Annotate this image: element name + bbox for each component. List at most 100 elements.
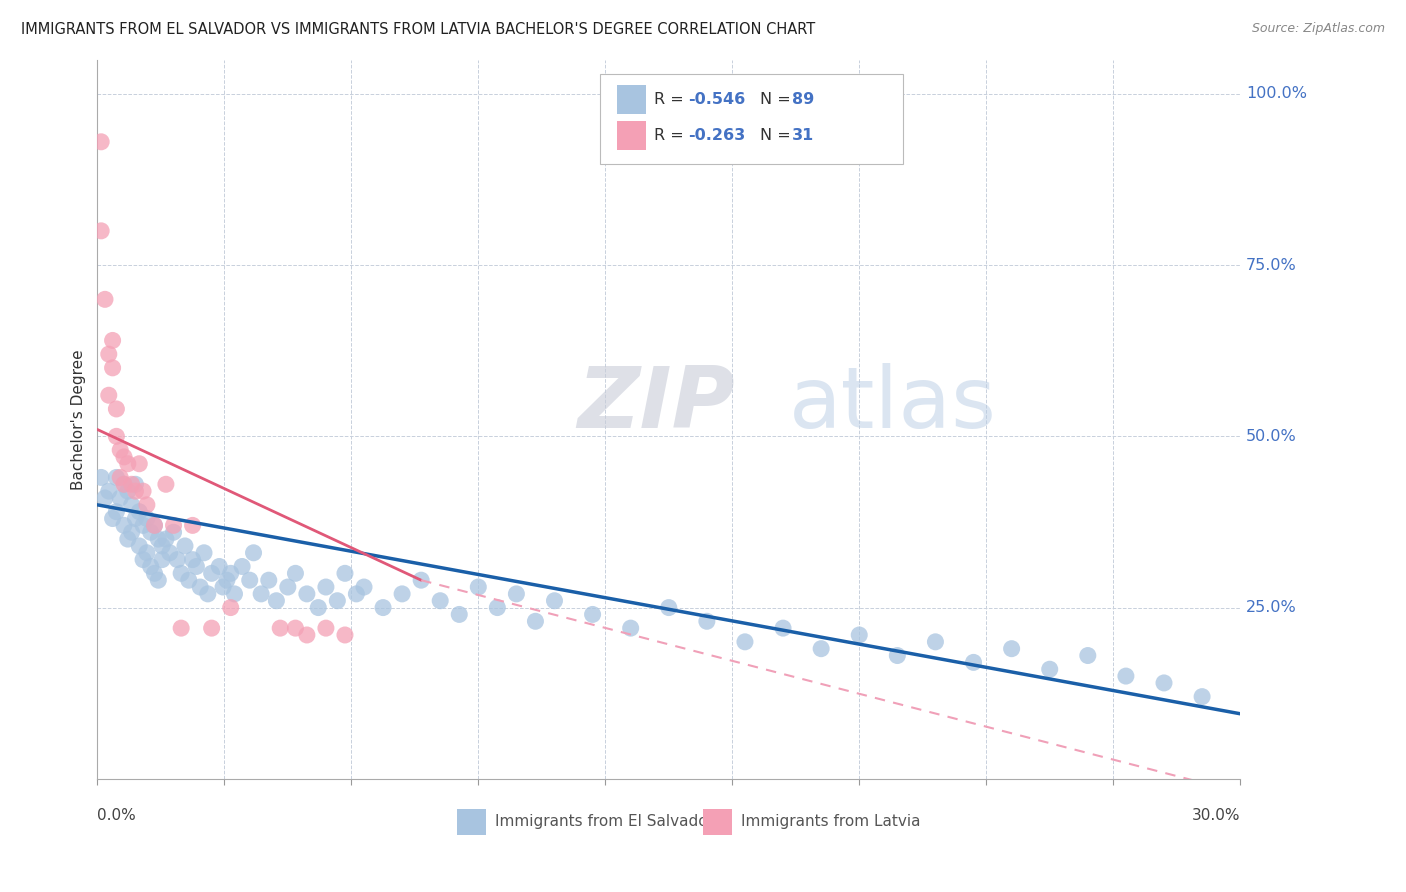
Point	[132, 552, 155, 566]
Text: -0.263: -0.263	[688, 128, 745, 143]
Point	[772, 621, 794, 635]
Point	[108, 491, 131, 505]
Point	[101, 511, 124, 525]
Point	[94, 293, 117, 307]
Point	[277, 580, 299, 594]
Point	[162, 525, 184, 540]
Point	[284, 566, 307, 581]
Point	[101, 334, 124, 348]
Point	[1115, 669, 1137, 683]
Point	[315, 580, 337, 594]
Text: Immigrants from El Salvador: Immigrants from El Salvador	[495, 814, 714, 830]
Point	[132, 484, 155, 499]
Point	[121, 498, 143, 512]
Text: R =: R =	[654, 128, 689, 143]
Point	[315, 621, 337, 635]
Point	[148, 573, 170, 587]
Point	[174, 539, 197, 553]
Point	[581, 607, 603, 622]
Point	[97, 388, 120, 402]
FancyBboxPatch shape	[600, 74, 903, 164]
Point	[97, 347, 120, 361]
Point	[524, 615, 547, 629]
Point	[333, 628, 356, 642]
Point	[924, 635, 946, 649]
Text: Immigrants from Latvia: Immigrants from Latvia	[741, 814, 921, 830]
Point	[188, 580, 211, 594]
Point	[150, 539, 173, 553]
Point	[128, 539, 150, 553]
Point	[284, 621, 307, 635]
Text: R =: R =	[654, 92, 689, 107]
Point	[326, 593, 349, 607]
Point	[696, 615, 718, 629]
Point	[215, 573, 238, 587]
Point	[139, 525, 162, 540]
Point	[658, 600, 681, 615]
Point	[105, 401, 128, 416]
Point	[734, 635, 756, 649]
Point	[429, 593, 451, 607]
FancyBboxPatch shape	[617, 120, 645, 150]
Point	[505, 587, 527, 601]
FancyBboxPatch shape	[703, 809, 731, 835]
Point	[162, 518, 184, 533]
Point	[269, 621, 291, 635]
Text: 25.0%: 25.0%	[1246, 600, 1296, 615]
Point	[101, 360, 124, 375]
Point	[219, 600, 242, 615]
Point	[333, 566, 356, 581]
Point	[112, 477, 135, 491]
Point	[1001, 641, 1024, 656]
Point	[124, 477, 146, 491]
Point	[467, 580, 489, 594]
Point	[143, 518, 166, 533]
Text: ZIP: ZIP	[578, 363, 735, 446]
Point	[105, 470, 128, 484]
Point	[90, 224, 112, 238]
Point	[219, 566, 242, 581]
Text: Source: ZipAtlas.com: Source: ZipAtlas.com	[1251, 22, 1385, 36]
Point	[391, 587, 413, 601]
Text: 100.0%: 100.0%	[1246, 87, 1308, 102]
Point	[97, 484, 120, 499]
FancyBboxPatch shape	[457, 809, 486, 835]
Point	[155, 477, 177, 491]
Text: N =: N =	[761, 128, 796, 143]
Point	[344, 587, 367, 601]
Point	[121, 477, 143, 491]
Point	[105, 429, 128, 443]
Point	[112, 450, 135, 464]
Point	[620, 621, 643, 635]
Point	[177, 573, 200, 587]
Point	[371, 600, 394, 615]
Point	[108, 443, 131, 458]
Point	[90, 135, 112, 149]
Point	[257, 573, 280, 587]
Point	[94, 491, 117, 505]
Point	[148, 532, 170, 546]
Point	[208, 559, 231, 574]
Text: N =: N =	[761, 92, 796, 107]
Point	[121, 525, 143, 540]
Point	[1153, 676, 1175, 690]
Point	[201, 566, 224, 581]
Point	[411, 573, 433, 587]
Point	[128, 505, 150, 519]
Point	[486, 600, 509, 615]
Text: 30.0%: 30.0%	[1192, 807, 1240, 822]
Point	[124, 484, 146, 499]
Point	[112, 477, 135, 491]
Point	[886, 648, 908, 663]
Point	[212, 580, 235, 594]
Point	[962, 656, 984, 670]
Point	[135, 511, 157, 525]
Point	[124, 511, 146, 525]
Point	[239, 573, 262, 587]
Point	[353, 580, 375, 594]
Point	[117, 457, 139, 471]
Point	[224, 587, 246, 601]
Text: 50.0%: 50.0%	[1246, 429, 1296, 444]
Point	[117, 484, 139, 499]
Text: 31: 31	[792, 128, 814, 143]
